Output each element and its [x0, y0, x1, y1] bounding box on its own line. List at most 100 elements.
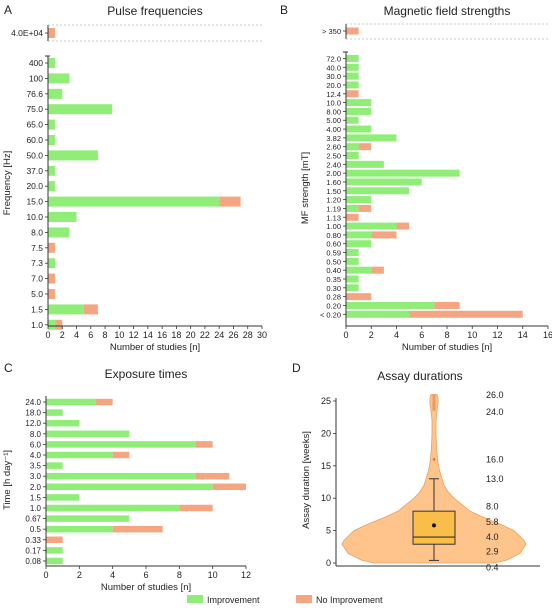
- bar-improvement: [346, 284, 359, 292]
- x-tick-label: 12: [129, 330, 139, 340]
- bar-no-improvement: [346, 293, 372, 301]
- value-label: 16.0: [486, 454, 504, 464]
- category-label: 75.0: [26, 104, 43, 114]
- value-label: 0.4: [486, 563, 499, 573]
- bar-improvement: [48, 119, 56, 130]
- bar-improvement: [346, 160, 384, 168]
- bar-improvement: [48, 196, 220, 207]
- bar-improvement: [346, 63, 359, 71]
- category-label: 18.0: [25, 409, 41, 418]
- bar-improvement: [48, 135, 56, 145]
- bar-improvement: [46, 515, 130, 522]
- value-label: 13.0: [486, 474, 504, 484]
- chart-title: Assay durations: [377, 369, 462, 383]
- category-label: 0.5: [30, 525, 42, 534]
- panel-b-chart: Magnetic field strengths > 350 72.040.030.…: [300, 4, 552, 353]
- category-label: 72.0: [326, 55, 341, 64]
- x-tick-label: 10: [114, 330, 124, 340]
- bar-improvement: [346, 231, 372, 239]
- value-label: 26.0: [486, 390, 504, 400]
- bar-improvement: [346, 249, 359, 257]
- category-label: 20.0: [326, 81, 341, 90]
- category-label: 24.0: [25, 398, 41, 407]
- bar-improvement: [46, 419, 80, 427]
- category-label: 0.08: [25, 557, 41, 566]
- category-label: > 350: [322, 27, 341, 36]
- x-tick-label: 14: [143, 330, 153, 340]
- category-label: 7.0: [31, 274, 43, 284]
- bar-no-improvement: [371, 266, 384, 274]
- x-tick-label: 16: [543, 330, 552, 340]
- bar-improvement: [46, 441, 196, 448]
- bar-improvement: [46, 462, 63, 469]
- y-axis-label: Time [h day⁻¹]: [2, 450, 13, 510]
- x-tick-label: 0: [45, 330, 50, 340]
- bar-no-improvement: [409, 310, 523, 318]
- x-tick-label: 4: [394, 330, 399, 340]
- y-axis-label: Assay duration [weeks]: [301, 431, 312, 529]
- bar-no-improvement: [196, 441, 213, 448]
- bar-improvement: [48, 88, 63, 99]
- category-label: 40.0: [326, 63, 341, 72]
- bar-improvement: [346, 107, 372, 115]
- y-tick-label: 20: [321, 428, 331, 438]
- category-label: 0.28: [326, 293, 341, 302]
- bar-improvement: [346, 240, 372, 248]
- category-label: 2.60: [326, 143, 341, 152]
- category-label: 7.3: [31, 258, 43, 268]
- legend-swatch: [187, 595, 203, 603]
- y-tick-label: 5: [326, 526, 331, 536]
- value-label: 5.8: [486, 517, 499, 527]
- x-axis-label: Number of studies [n]: [101, 582, 191, 593]
- category-label: 60.0: [26, 135, 43, 145]
- bar-improvement: [48, 227, 70, 238]
- category-label: 3.82: [326, 134, 341, 143]
- bar-no-improvement: [112, 451, 130, 459]
- bar-improvement: [46, 472, 196, 480]
- bar-improvement: [346, 187, 410, 195]
- category-label: 3.5: [30, 462, 42, 471]
- x-tick-label: 2: [369, 330, 374, 340]
- bar-improvement: [346, 116, 359, 124]
- legend: Improvement No Improvement: [187, 595, 383, 605]
- bar-no-improvement: [48, 273, 56, 284]
- bar-improvement: [346, 169, 460, 177]
- bar-no-improvement: [55, 319, 63, 330]
- x-tick-label: 10: [467, 330, 477, 340]
- category-label: 0.30: [326, 284, 341, 293]
- category-label: 0.35: [326, 275, 341, 284]
- bar-improvement: [346, 125, 372, 133]
- category-label: 5.0: [31, 289, 43, 299]
- bar-no-improvement: [96, 398, 113, 406]
- x-axis-label: Number of studies [n]: [402, 342, 492, 353]
- category-label: 2.00: [326, 169, 341, 178]
- x-tick-label: 2: [77, 570, 82, 580]
- y-tick-label: 0: [326, 558, 331, 568]
- bar-improvement: [46, 547, 63, 554]
- x-tick-label: 12: [492, 330, 502, 340]
- x-tick-label: 20: [186, 330, 196, 340]
- box-iqr: [412, 510, 456, 545]
- category-label: 1.00: [326, 222, 341, 231]
- x-tick-label: 16: [157, 330, 167, 340]
- legend-label: No Improvement: [316, 595, 383, 605]
- panel-letter-a: A: [4, 3, 12, 17]
- panel-letter-c: C: [4, 361, 13, 375]
- bar-no-improvement: [83, 304, 98, 315]
- bar-improvement: [346, 257, 359, 265]
- bar-improvement: [46, 557, 63, 565]
- x-tick-label: 18: [171, 330, 181, 340]
- bar-improvement: [346, 204, 359, 212]
- bar-improvement: [346, 99, 372, 107]
- bar-improvement: [346, 266, 372, 274]
- category-label: 1.0: [31, 320, 43, 330]
- x-tick-label: 10: [208, 570, 218, 580]
- category-label: 4.0: [30, 451, 42, 460]
- category-label: 8.00: [326, 107, 341, 116]
- bar-no-improvement: [358, 143, 372, 151]
- category-label: 0.17: [25, 546, 41, 555]
- bar-no-improvement: [212, 483, 246, 491]
- y-axis-label: MF strength [mT]: [300, 152, 311, 224]
- x-tick-label: 2: [60, 330, 65, 340]
- bar-no-improvement: [346, 213, 359, 221]
